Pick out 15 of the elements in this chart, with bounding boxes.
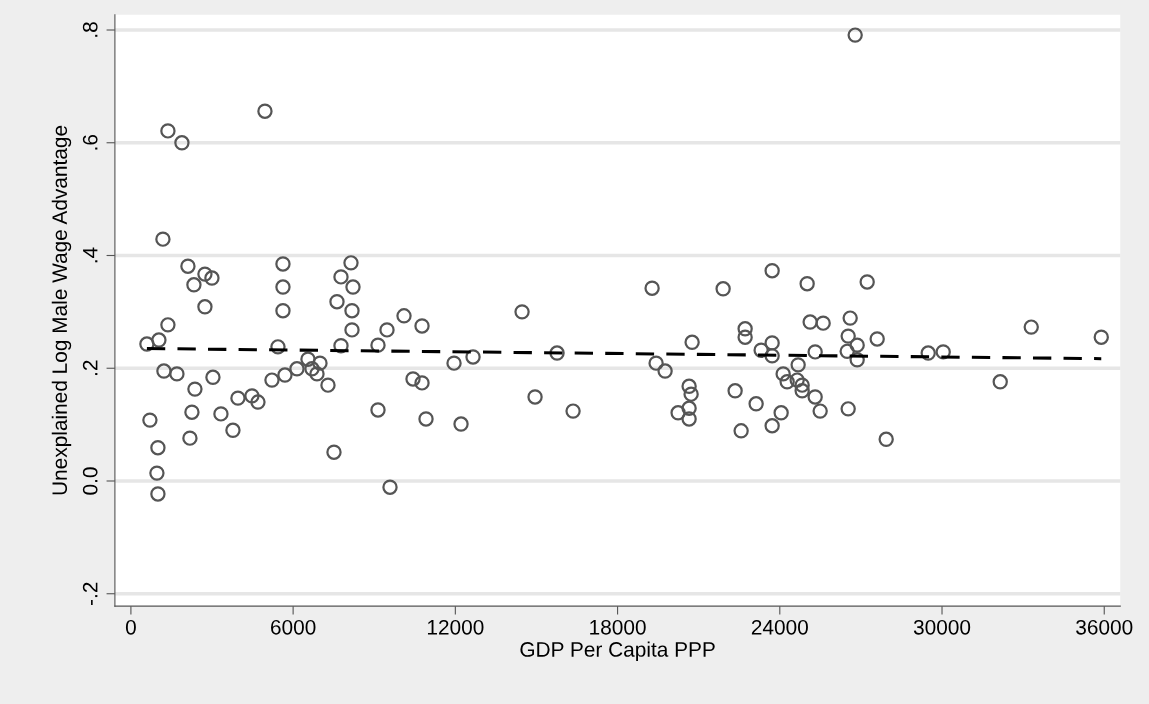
x-axis-title: GDP Per Capita PPP xyxy=(520,641,715,661)
x-tick-label: 36000 xyxy=(1076,619,1133,635)
y-tick-label: .8 xyxy=(82,22,98,37)
y-axis-title: Unexplained Log Male Wage Advantage xyxy=(51,125,72,495)
x-tick-label: 0 xyxy=(125,619,136,635)
y-tick-label: .4 xyxy=(83,247,98,263)
x-tick-label: 24000 xyxy=(751,619,808,635)
y-tick-label: .6 xyxy=(82,134,98,150)
x-tick-label: 30000 xyxy=(913,619,971,635)
x-tick-label: 18000 xyxy=(590,619,646,635)
x-tick-label: 12000 xyxy=(427,619,484,635)
y-tick-label: -.2 xyxy=(82,582,98,605)
x-tick-label: 6000 xyxy=(271,619,316,635)
y-tick-label: 0.0 xyxy=(82,467,98,495)
y-tick-label: .2 xyxy=(82,360,98,376)
